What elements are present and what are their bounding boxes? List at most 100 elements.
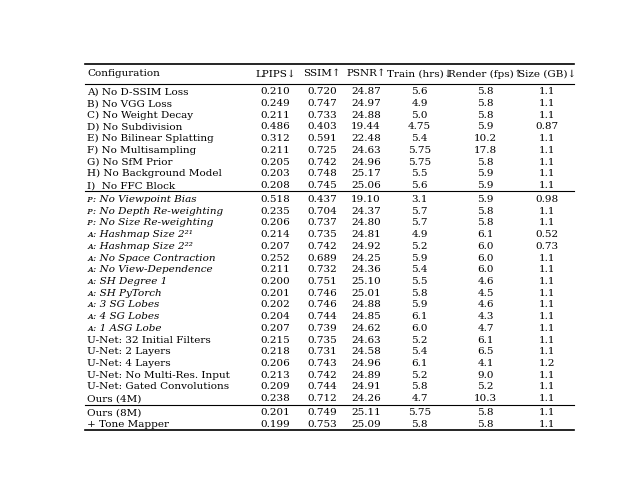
Text: 24.26: 24.26 (351, 394, 381, 403)
Text: Size (GB)↓: Size (GB)↓ (518, 69, 576, 79)
Text: ᴀ: 4 SG Lobes: ᴀ: 4 SG Lobes (88, 312, 160, 321)
Text: 1.1: 1.1 (538, 219, 555, 227)
Text: 1.1: 1.1 (538, 347, 555, 356)
Text: 1.1: 1.1 (538, 181, 555, 190)
Text: 24.62: 24.62 (351, 324, 381, 333)
Text: 0.403: 0.403 (307, 122, 337, 131)
Text: 5.9: 5.9 (477, 195, 494, 204)
Text: 5.9: 5.9 (477, 122, 494, 131)
Text: 0.753: 0.753 (307, 420, 337, 429)
Text: B) No VGG Loss: B) No VGG Loss (88, 99, 172, 108)
Text: 0.199: 0.199 (260, 420, 291, 429)
Text: 0.737: 0.737 (307, 219, 337, 227)
Text: 0.206: 0.206 (260, 359, 291, 368)
Text: 4.75: 4.75 (408, 122, 431, 131)
Text: 5.2: 5.2 (412, 242, 428, 251)
Text: 4.7: 4.7 (477, 324, 494, 333)
Text: 0.214: 0.214 (260, 230, 291, 239)
Text: 1.1: 1.1 (538, 324, 555, 333)
Text: 1.1: 1.1 (538, 277, 555, 286)
Text: 5.8: 5.8 (412, 289, 428, 298)
Text: 0.87: 0.87 (535, 122, 558, 131)
Text: 1.1: 1.1 (538, 99, 555, 108)
Text: 5.9: 5.9 (477, 169, 494, 178)
Text: 0.203: 0.203 (260, 169, 291, 178)
Text: ᴀ: 1 ASG Lobe: ᴀ: 1 ASG Lobe (88, 324, 162, 333)
Text: 0.739: 0.739 (307, 324, 337, 333)
Text: 24.92: 24.92 (351, 242, 381, 251)
Text: 6.0: 6.0 (412, 324, 428, 333)
Text: 0.437: 0.437 (307, 195, 337, 204)
Text: 5.75: 5.75 (408, 158, 431, 166)
Text: 5.9: 5.9 (412, 254, 428, 263)
Text: 0.733: 0.733 (307, 111, 337, 120)
Text: 5.8: 5.8 (477, 158, 494, 166)
Text: 1.1: 1.1 (538, 420, 555, 429)
Text: 0.744: 0.744 (307, 383, 337, 391)
Text: 24.91: 24.91 (351, 383, 381, 391)
Text: 5.8: 5.8 (477, 219, 494, 227)
Text: 5.8: 5.8 (412, 420, 428, 429)
Text: 10.3: 10.3 (474, 394, 497, 403)
Text: 6.1: 6.1 (477, 230, 494, 239)
Text: ᴀ: Hashmap Size 2²²: ᴀ: Hashmap Size 2²² (88, 242, 193, 251)
Text: 25.06: 25.06 (351, 181, 381, 190)
Text: 24.58: 24.58 (351, 347, 381, 356)
Text: Render (fps)↑: Render (fps)↑ (449, 69, 523, 79)
Text: 0.98: 0.98 (535, 195, 558, 204)
Text: 24.89: 24.89 (351, 371, 381, 380)
Text: 0.591: 0.591 (307, 134, 337, 143)
Text: 6.0: 6.0 (477, 242, 494, 251)
Text: 0.52: 0.52 (535, 230, 558, 239)
Text: 1.1: 1.1 (538, 371, 555, 380)
Text: 0.205: 0.205 (260, 158, 291, 166)
Text: LPIPS↓: LPIPS↓ (255, 69, 296, 79)
Text: 4.7: 4.7 (412, 394, 428, 403)
Text: ᴘ: No Viewpoint Bias: ᴘ: No Viewpoint Bias (88, 195, 197, 204)
Text: ᴀ: SH Degree 1: ᴀ: SH Degree 1 (88, 277, 168, 286)
Text: SSIM↑: SSIM↑ (303, 69, 340, 79)
Text: 5.8: 5.8 (477, 420, 494, 429)
Text: 24.63: 24.63 (351, 336, 381, 345)
Text: A) No D-SSIM Loss: A) No D-SSIM Loss (88, 87, 189, 96)
Text: 5.2: 5.2 (412, 371, 428, 380)
Text: ᴘ: No Depth Re-weighting: ᴘ: No Depth Re-weighting (88, 207, 223, 216)
Text: 0.211: 0.211 (260, 111, 291, 120)
Text: 5.7: 5.7 (412, 219, 428, 227)
Text: 1.1: 1.1 (538, 87, 555, 96)
Text: 24.36: 24.36 (351, 265, 381, 274)
Text: 0.206: 0.206 (260, 219, 291, 227)
Text: U-Net: 4 Layers: U-Net: 4 Layers (88, 359, 171, 368)
Text: 6.0: 6.0 (477, 265, 494, 274)
Text: 1.1: 1.1 (538, 207, 555, 216)
Text: 5.8: 5.8 (477, 87, 494, 96)
Text: 25.17: 25.17 (351, 169, 381, 178)
Text: 24.88: 24.88 (351, 111, 381, 120)
Text: 4.6: 4.6 (477, 277, 494, 286)
Text: 1.1: 1.1 (538, 254, 555, 263)
Text: 0.704: 0.704 (307, 207, 337, 216)
Text: 0.209: 0.209 (260, 383, 291, 391)
Text: 5.6: 5.6 (412, 181, 428, 190)
Text: ᴘ: No Size Re-weighting: ᴘ: No Size Re-weighting (88, 219, 214, 227)
Text: 24.88: 24.88 (351, 301, 381, 309)
Text: F) No Multisampling: F) No Multisampling (88, 146, 196, 155)
Text: U-Net: Gated Convolutions: U-Net: Gated Convolutions (88, 383, 230, 391)
Text: 0.201: 0.201 (260, 408, 291, 417)
Text: 0.210: 0.210 (260, 87, 291, 96)
Text: 0.746: 0.746 (307, 289, 337, 298)
Text: Configuration: Configuration (88, 69, 160, 79)
Text: 24.96: 24.96 (351, 359, 381, 368)
Text: 0.748: 0.748 (307, 169, 337, 178)
Text: 0.73: 0.73 (535, 242, 558, 251)
Text: 0.742: 0.742 (307, 242, 337, 251)
Text: 0.213: 0.213 (260, 371, 291, 380)
Text: 0.743: 0.743 (307, 359, 337, 368)
Text: 0.735: 0.735 (307, 230, 337, 239)
Text: 24.63: 24.63 (351, 146, 381, 155)
Text: 19.44: 19.44 (351, 122, 381, 131)
Text: 5.8: 5.8 (477, 111, 494, 120)
Text: 25.11: 25.11 (351, 408, 381, 417)
Text: 5.9: 5.9 (477, 181, 494, 190)
Text: 1.1: 1.1 (538, 158, 555, 166)
